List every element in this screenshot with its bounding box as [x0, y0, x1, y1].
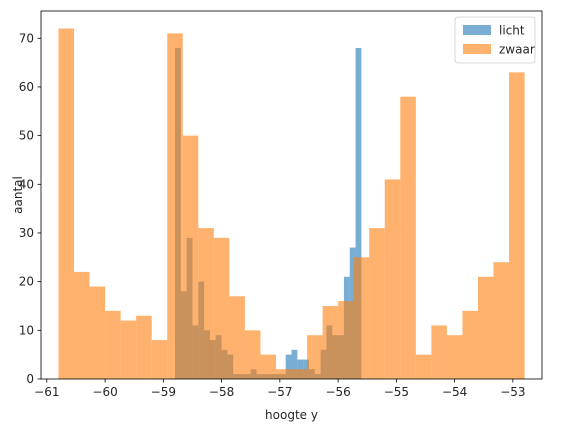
- histogram-bar-zwaar: [275, 369, 292, 379]
- histogram-bar-licht: [355, 47, 362, 379]
- x-tick-label: −60: [92, 385, 117, 399]
- legend-swatch-licht: [463, 25, 491, 35]
- histogram-bar-zwaar: [105, 310, 121, 379]
- histogram-bar-zwaar: [369, 228, 385, 379]
- x-tick-label: −61: [34, 385, 59, 399]
- x-tick-label: −54: [442, 385, 467, 399]
- histogram-bar-zwaar: [509, 72, 525, 379]
- histogram-bar-zwaar: [493, 262, 510, 379]
- histogram-bar-licht: [285, 354, 292, 379]
- y-axis-label: aantal: [11, 176, 25, 214]
- x-tick-label: −58: [209, 385, 234, 399]
- histogram-bar-zwaar: [120, 320, 137, 379]
- histogram-bar-zwaar: [213, 237, 230, 379]
- legend-swatch-zwaar: [463, 44, 491, 54]
- y-tick-label: 30: [19, 226, 34, 240]
- histogram-bar-zwaar: [151, 340, 168, 379]
- histogram-bar-zwaar: [307, 335, 323, 379]
- y-tick-label: 70: [19, 31, 34, 45]
- y-tick-label: 20: [19, 275, 34, 289]
- histogram-bar-licht: [291, 349, 298, 379]
- histogram-bar-zwaar: [462, 310, 478, 379]
- y-tick-label: 10: [19, 323, 34, 337]
- histogram-bar-zwaar: [58, 28, 75, 380]
- legend-label-licht: licht: [499, 24, 525, 38]
- x-tick-label: −57: [267, 385, 292, 399]
- histogram-bar-zwaar: [400, 96, 416, 379]
- histogram-bar-zwaar: [291, 369, 308, 379]
- histogram-bar-zwaar: [229, 296, 245, 379]
- histogram-bar-zwaar: [136, 315, 152, 379]
- histogram-bar-zwaar: [244, 330, 261, 379]
- x-tick-label: −53: [500, 385, 525, 399]
- histogram-bar-zwaar: [322, 305, 339, 379]
- histogram-bar-zwaar: [260, 354, 276, 379]
- histogram-bar-zwaar: [415, 354, 432, 379]
- histogram-bar-zwaar: [353, 257, 370, 379]
- histogram-bar-zwaar: [384, 179, 401, 379]
- x-axis-ticks: −61 −60 −59 −58 −57 −56 −55 −54 −53: [34, 379, 526, 399]
- legend-label-zwaar: zwaar: [499, 43, 535, 57]
- histogram-bar-zwaar: [198, 228, 214, 379]
- histogram-bar-zwaar: [167, 33, 183, 379]
- histogram-bar-zwaar: [446, 335, 463, 379]
- x-axis-label: hoogte y: [265, 408, 318, 422]
- x-tick-label: −59: [151, 385, 176, 399]
- x-tick-label: −56: [325, 385, 350, 399]
- histogram-bar-zwaar: [338, 301, 354, 379]
- series-zwaar-bars: [58, 28, 525, 380]
- histogram-bar-zwaar: [182, 135, 199, 379]
- y-tick-label: 0: [26, 372, 34, 386]
- histogram-bar-zwaar: [477, 276, 494, 379]
- legend: licht zwaar: [454, 16, 536, 64]
- x-tick-label: −55: [384, 385, 409, 399]
- y-axis-ticks: 0 10 20 30 40 50 60 70: [19, 31, 41, 386]
- y-tick-label: 50: [19, 129, 34, 143]
- y-tick-label: 40: [19, 177, 34, 191]
- histogram-bar-zwaar: [431, 325, 447, 379]
- histogram-bar-zwaar: [89, 286, 106, 379]
- histogram-bar-zwaar: [74, 271, 90, 379]
- y-tick-label: 60: [19, 80, 34, 94]
- plot-frame: [40, 10, 543, 380]
